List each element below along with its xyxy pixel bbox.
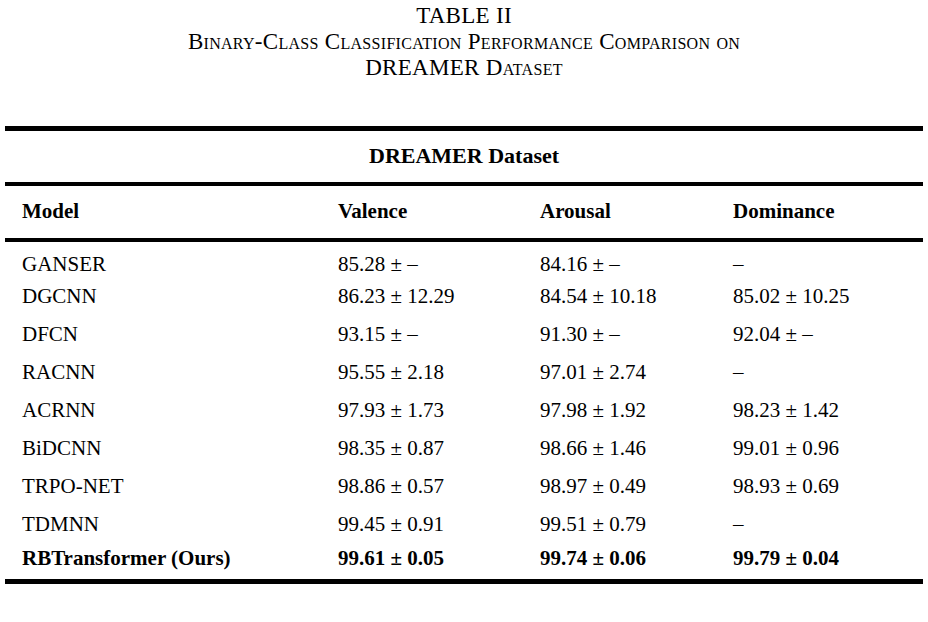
arousal-cell: 98.97 ± 0.49	[540, 468, 733, 506]
column-header-arousal: Arousal	[540, 184, 733, 240]
dominance-cell: 92.04 ± –	[733, 316, 923, 354]
column-header-dominance: Dominance	[733, 184, 923, 240]
model-name-cell: RBTransformer (Ours)	[5, 544, 338, 582]
arousal-cell: 91.30 ± –	[540, 316, 733, 354]
column-header-valence: Valence	[338, 184, 540, 240]
table-row: BiDCNN 98.35 ± 0.87 98.66 ± 1.46 99.01 ±…	[5, 430, 923, 468]
arousal-cell: 99.51 ± 0.79	[540, 506, 733, 544]
model-name-cell: BiDCNN	[5, 430, 338, 468]
arousal-cell: 97.98 ± 1.92	[540, 392, 733, 430]
model-name-cell: TRPO-NET	[5, 468, 338, 506]
dominance-cell: 98.23 ± 1.42	[733, 392, 923, 430]
dominance-cell: –	[733, 506, 923, 544]
results-table: DREAMER Dataset Model Valence Arousal Do…	[5, 126, 923, 584]
dataset-header-row: DREAMER Dataset	[5, 129, 923, 184]
table-caption: TABLE II Binary-Class Classification Per…	[0, 0, 928, 81]
valence-cell: 98.86 ± 0.57	[338, 468, 540, 506]
table-row: TDMNN 99.45 ± 0.91 99.51 ± 0.79 –	[5, 506, 923, 544]
dominance-cell: –	[733, 354, 923, 392]
table-row: DFCN 93.15 ± – 91.30 ± – 92.04 ± –	[5, 316, 923, 354]
arousal-cell: 99.74 ± 0.06	[540, 544, 733, 582]
model-name-cell: RACNN	[5, 354, 338, 392]
table-caption-line-2: DREAMER Dataset	[0, 55, 928, 81]
table-row: DGCNN 86.23 ± 12.29 84.54 ± 10.18 85.02 …	[5, 278, 923, 316]
paper-page: TABLE II Binary-Class Classification Per…	[0, 0, 928, 622]
dominance-cell: 98.93 ± 0.69	[733, 468, 923, 506]
dominance-cell: 99.01 ± 0.96	[733, 430, 923, 468]
table-row: GANSER 85.28 ± – 84.16 ± – –	[5, 240, 923, 278]
column-header-row: Model Valence Arousal Dominance	[5, 184, 923, 240]
valence-cell: 85.28 ± –	[338, 240, 540, 278]
model-name-cell: DGCNN	[5, 278, 338, 316]
model-name-cell: TDMNN	[5, 506, 338, 544]
dominance-cell: –	[733, 240, 923, 278]
dataset-header: DREAMER Dataset	[5, 129, 923, 184]
valence-cell: 98.35 ± 0.87	[338, 430, 540, 468]
arousal-cell: 84.16 ± –	[540, 240, 733, 278]
valence-cell: 86.23 ± 12.29	[338, 278, 540, 316]
model-name-cell: ACRNN	[5, 392, 338, 430]
column-header-model: Model	[5, 184, 338, 240]
model-name-cell: GANSER	[5, 240, 338, 278]
valence-cell: 97.93 ± 1.73	[338, 392, 540, 430]
table-caption-line-1: Binary-Class Classification Performance …	[0, 29, 928, 55]
model-name-cell: DFCN	[5, 316, 338, 354]
arousal-cell: 84.54 ± 10.18	[540, 278, 733, 316]
table-number-label: TABLE II	[0, 3, 928, 29]
valence-cell: 95.55 ± 2.18	[338, 354, 540, 392]
valence-cell: 99.61 ± 0.05	[338, 544, 540, 582]
table-row-ours: RBTransformer (Ours) 99.61 ± 0.05 99.74 …	[5, 544, 923, 582]
valence-cell: 93.15 ± –	[338, 316, 540, 354]
dominance-cell: 99.79 ± 0.04	[733, 544, 923, 582]
table-row: RACNN 95.55 ± 2.18 97.01 ± 2.74 –	[5, 354, 923, 392]
valence-cell: 99.45 ± 0.91	[338, 506, 540, 544]
results-table-wrap: DREAMER Dataset Model Valence Arousal Do…	[5, 126, 923, 584]
arousal-cell: 97.01 ± 2.74	[540, 354, 733, 392]
arousal-cell: 98.66 ± 1.46	[540, 430, 733, 468]
dominance-cell: 85.02 ± 10.25	[733, 278, 923, 316]
table-row: TRPO-NET 98.86 ± 0.57 98.97 ± 0.49 98.93…	[5, 468, 923, 506]
table-row: ACRNN 97.93 ± 1.73 97.98 ± 1.92 98.23 ± …	[5, 392, 923, 430]
